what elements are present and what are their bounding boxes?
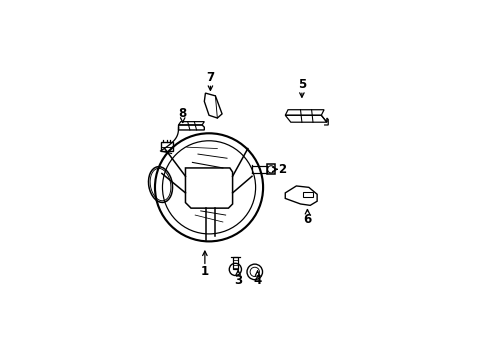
Text: 4: 4 — [253, 274, 261, 287]
Text: 8: 8 — [178, 107, 186, 120]
Text: 2: 2 — [278, 163, 286, 176]
Text: 5: 5 — [297, 78, 305, 91]
Bar — [233, 257, 237, 269]
Text: 3: 3 — [234, 274, 242, 287]
Text: 6: 6 — [303, 213, 311, 226]
Text: 1: 1 — [201, 265, 208, 278]
Text: 7: 7 — [206, 71, 214, 84]
